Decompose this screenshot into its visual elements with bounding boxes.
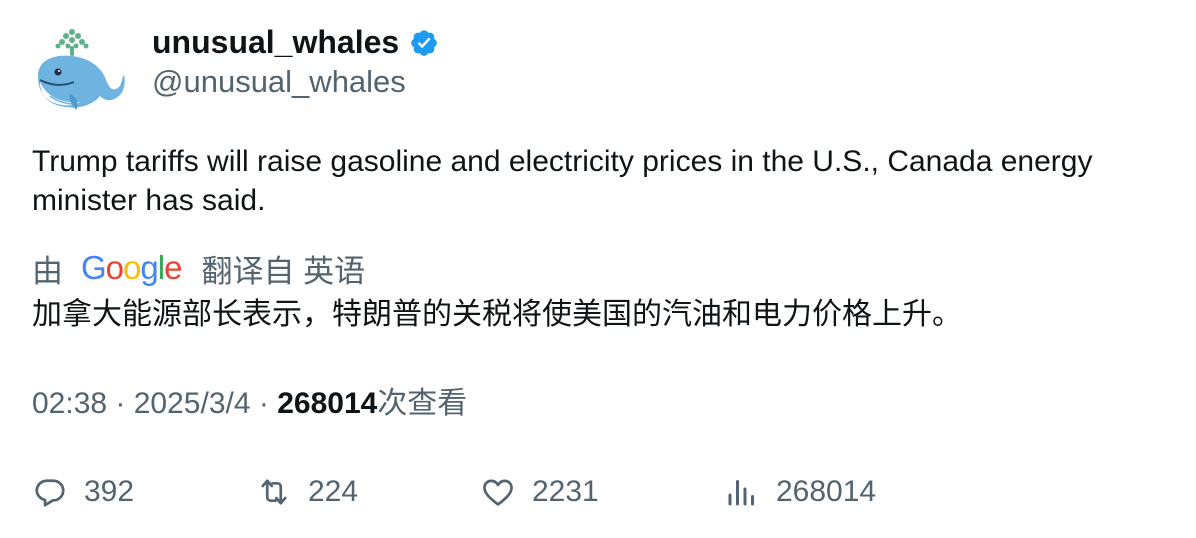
reply-button[interactable]: 392 (32, 470, 134, 514)
retweet-count: 224 (308, 475, 359, 508)
meta-separator: · (115, 387, 134, 420)
like-button[interactable]: 2231 (480, 470, 599, 514)
retweet-icon (261, 479, 287, 505)
tweet-date[interactable]: 2025/3/4 (133, 387, 251, 420)
translation-prefix: 由 (32, 253, 63, 289)
like-count: 2231 (532, 475, 599, 508)
meta-views-count: 268014 (277, 387, 378, 420)
reply-icon (35, 479, 65, 507)
analytics-icon (728, 480, 754, 506)
avatar[interactable] (32, 24, 126, 114)
heart-icon (483, 479, 513, 506)
google-logo: Google (81, 249, 182, 286)
views-count: 268014 (776, 475, 877, 508)
translation-suffix: 翻译自 英语 (201, 253, 366, 289)
translation-attribution: 由 Google 翻译自 英语 (32, 246, 365, 290)
translated-text: 加拿大能源部长表示，特朗普的关税将使美国的汽油和电力价格上升。 (32, 298, 962, 331)
tweet-meta: 02:38 · 2025/3/4 · 268014次查看 (32, 384, 467, 424)
author-handle[interactable]: @unusual_whales (152, 64, 406, 99)
reply-count: 392 (84, 475, 135, 508)
display-name-text: unusual_whales (152, 24, 400, 60)
tweet-text: Trump tariffs will raise gasoline and el… (32, 145, 1093, 217)
author-display-name[interactable]: unusual_whales (152, 22, 439, 62)
retweet-button[interactable]: 224 (256, 470, 358, 514)
meta-views-label: 次查看 (377, 387, 468, 420)
tweet-time[interactable]: 02:38 (32, 387, 108, 420)
meta-separator: · (258, 387, 278, 420)
verified-badge-icon (409, 27, 439, 57)
views-button[interactable]: 268014 (724, 470, 876, 514)
whale-icon (38, 29, 125, 110)
